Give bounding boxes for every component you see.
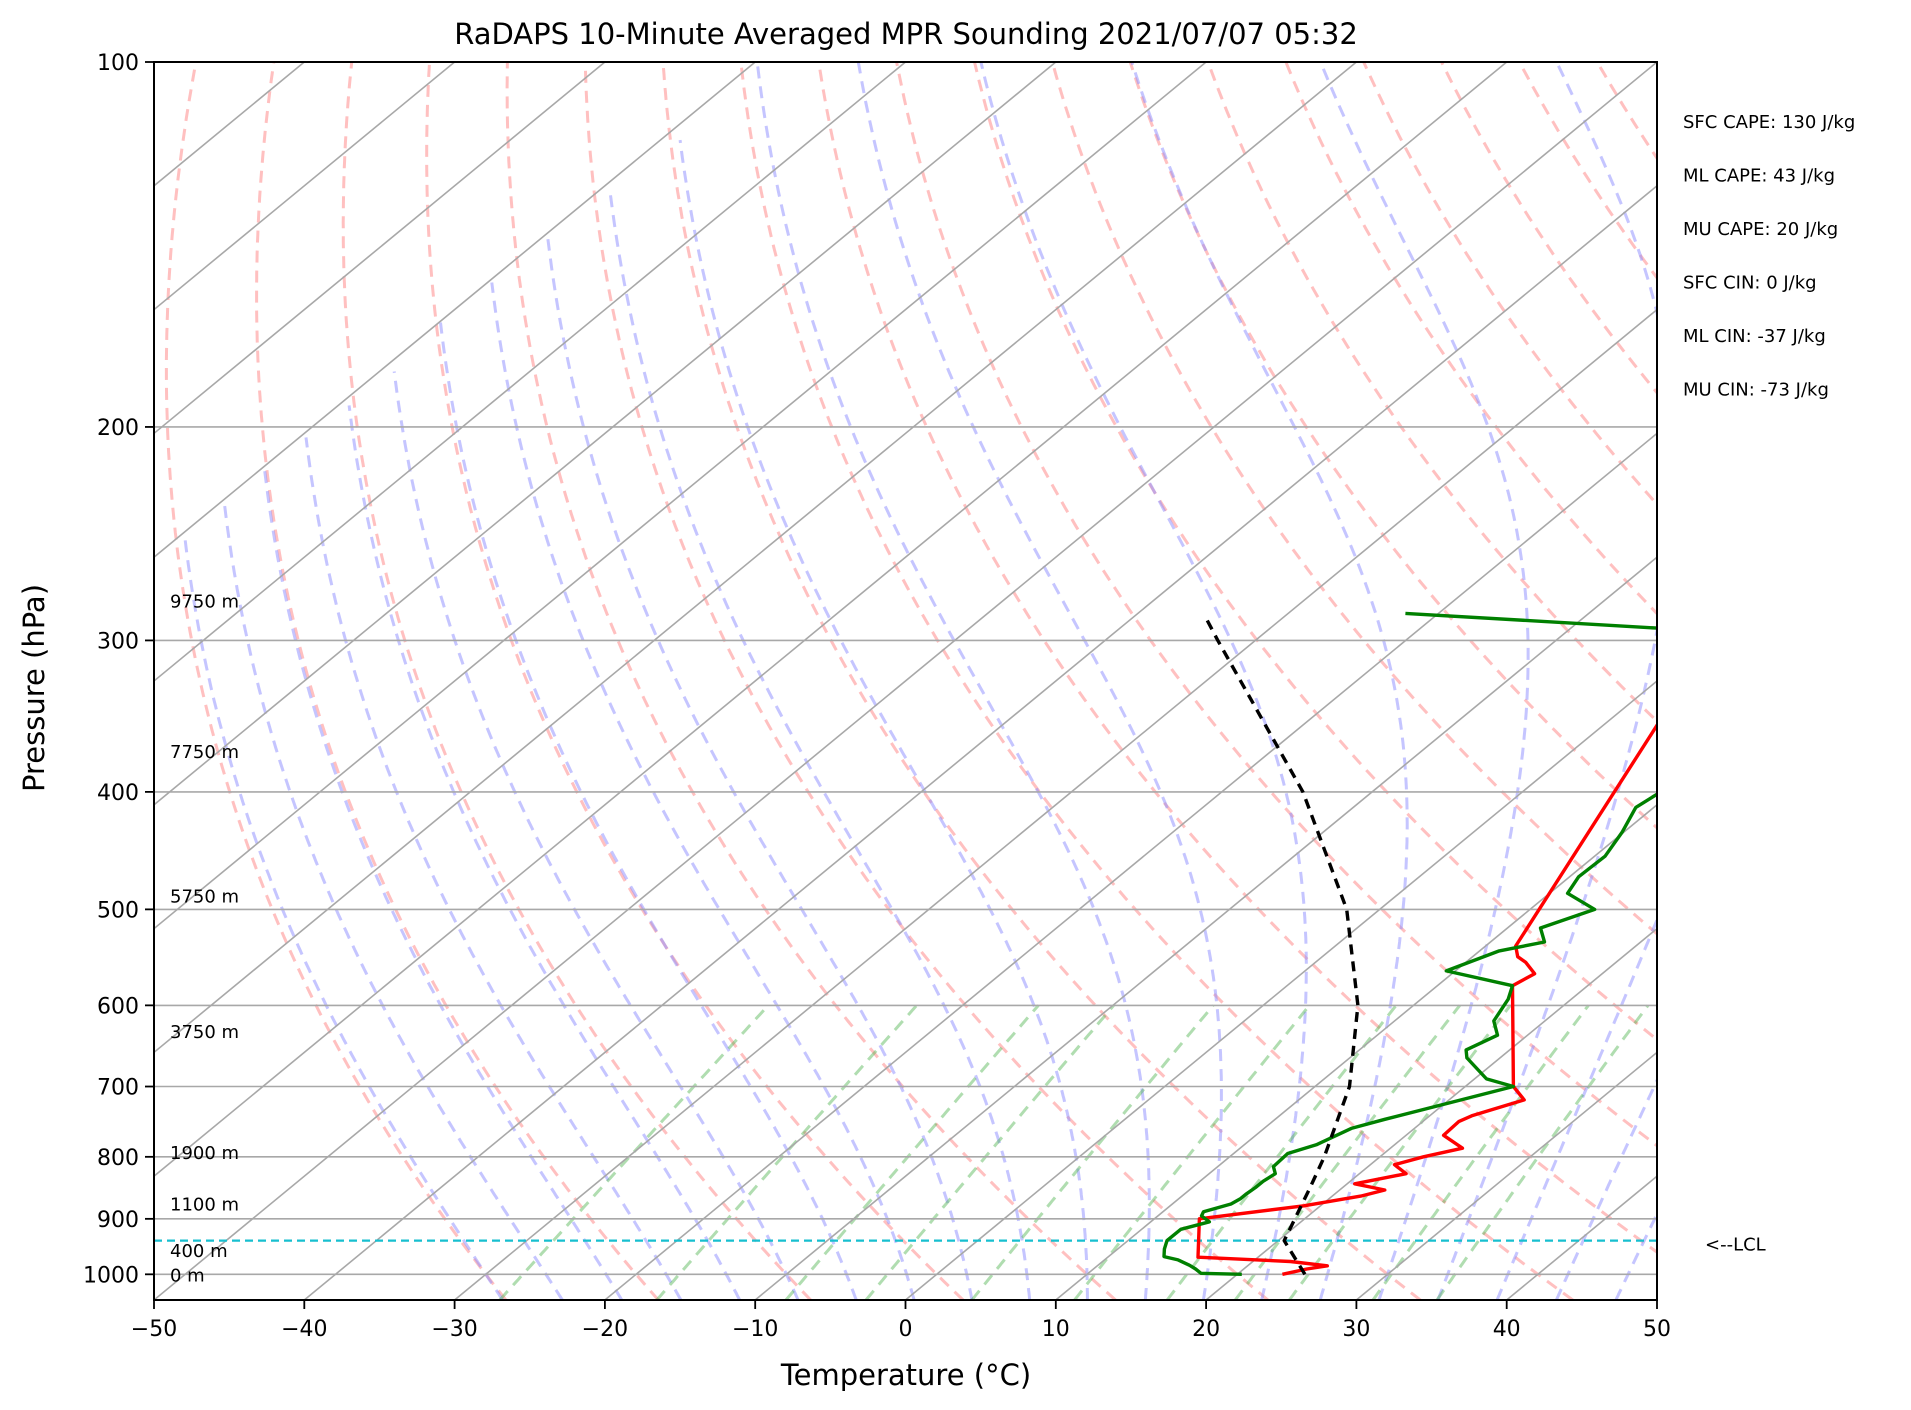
mixing-ratio-line bbox=[1235, 1005, 1460, 1300]
isotherm bbox=[1206, 62, 1911, 1300]
y-tick-label: 1000 bbox=[83, 1263, 139, 1288]
dry-adiabat bbox=[1286, 62, 1911, 1300]
height-label: 5750 m bbox=[170, 886, 239, 907]
dry-adiabat bbox=[1831, 62, 1911, 1300]
x-tick-label: 30 bbox=[1342, 1317, 1370, 1342]
moist-adiabat bbox=[1132, 62, 1407, 1300]
height-label: 400 m bbox=[170, 1241, 228, 1262]
moist-adiabat bbox=[441, 323, 857, 1301]
height-label: 1900 m bbox=[170, 1143, 239, 1164]
y-tick-label: 800 bbox=[97, 1146, 139, 1171]
x-tick-label: 0 bbox=[899, 1317, 913, 1342]
stability-index: MU CIN: -73 J/kg bbox=[1683, 380, 1829, 401]
height-label: 7750 m bbox=[170, 742, 239, 763]
stability-index: SFC CIN: 0 J/kg bbox=[1683, 273, 1817, 294]
y-tick-label: 300 bbox=[97, 629, 139, 654]
moist-adiabat bbox=[1556, 62, 1911, 1300]
dry-adiabat bbox=[975, 62, 1911, 1300]
y-tick-label: 500 bbox=[97, 898, 139, 923]
dry-adiabat bbox=[1753, 62, 1911, 1300]
x-tick-label: −40 bbox=[281, 1317, 327, 1342]
y-tick-label: 400 bbox=[97, 781, 139, 806]
dry-adiabat bbox=[1597, 62, 1911, 1300]
stability-index: MU CAPE: 20 J/kg bbox=[1683, 219, 1838, 240]
moist-adiabat bbox=[264, 468, 622, 1301]
dry-adiabat bbox=[1519, 62, 1911, 1300]
dry-adiabat bbox=[819, 62, 1725, 1300]
dry-adiabat bbox=[427, 62, 963, 1300]
dewpoint-profile bbox=[1164, 613, 1775, 1274]
stability-index: SFC CAPE: 130 J/kg bbox=[1683, 112, 1855, 133]
dry-adiabat bbox=[1675, 62, 1911, 1300]
dry-adiabat bbox=[1208, 62, 1911, 1300]
moist-adiabat bbox=[680, 140, 1087, 1300]
height-label: 9750 m bbox=[170, 591, 239, 612]
x-tick-label: −50 bbox=[131, 1317, 177, 1342]
isotherm bbox=[0, 62, 455, 1300]
x-tick-label: −30 bbox=[431, 1317, 477, 1342]
dry-adiabat bbox=[1442, 62, 1911, 1300]
chart-title: RaDAPS 10-Minute Averaged MPR Sounding 2… bbox=[454, 17, 1358, 51]
y-tick-label: 600 bbox=[97, 994, 139, 1019]
y-tick-label: 100 bbox=[97, 51, 139, 76]
moist-adiabat bbox=[1616, 62, 1911, 1300]
moist-adiabat bbox=[1321, 62, 1529, 1300]
dry-adiabat bbox=[507, 62, 1115, 1300]
lcl-label: <--LCL bbox=[1705, 1235, 1766, 1256]
isotherm bbox=[0, 62, 1206, 1300]
stability-index: ML CIN: -37 J/kg bbox=[1683, 326, 1826, 347]
dry-adiabat bbox=[343, 62, 811, 1300]
x-tick-label: 10 bbox=[1042, 1317, 1070, 1342]
x-tick-label: 50 bbox=[1643, 1317, 1671, 1342]
moist-adiabat bbox=[306, 437, 681, 1300]
stability-index: ML CAPE: 43 J/kg bbox=[1683, 166, 1835, 187]
x-tick-label: 40 bbox=[1493, 1317, 1521, 1342]
isotherm bbox=[1056, 62, 1911, 1300]
dry-adiabat bbox=[1364, 62, 1911, 1300]
x-tick-label: 20 bbox=[1192, 1317, 1220, 1342]
height-label: 3750 m bbox=[170, 1022, 239, 1043]
height-label: 0 m bbox=[170, 1265, 205, 1286]
dry-adiabat bbox=[897, 62, 1878, 1300]
dry-adiabat bbox=[741, 62, 1573, 1300]
plot-clip-group bbox=[0, 62, 1911, 1300]
x-tick-label: −10 bbox=[732, 1317, 778, 1342]
x-axis-label: Temperature (°C) bbox=[780, 1358, 1031, 1392]
x-tick-label: −20 bbox=[582, 1317, 628, 1342]
isotherm bbox=[0, 62, 906, 1300]
y-tick-label: 900 bbox=[97, 1208, 139, 1233]
plot-area: −50 −40 −30 −20 −10 0 10 20 30 40 50 100 200 300 400 50… bbox=[0, 51, 1911, 1342]
dry-adiabat bbox=[257, 62, 659, 1300]
dry-adiabat bbox=[663, 62, 1420, 1300]
isotherm bbox=[605, 62, 1911, 1300]
isotherm bbox=[1657, 62, 1911, 1300]
isotherm bbox=[455, 62, 1911, 1300]
height-label: 1100 m bbox=[170, 1194, 239, 1215]
y-tick-label: 200 bbox=[97, 416, 139, 441]
moist-adiabat bbox=[757, 62, 1149, 1300]
y-tick-label: 700 bbox=[97, 1076, 139, 1101]
mixing-ratio-line bbox=[1289, 1005, 1510, 1300]
y-axis-label: Pressure (hPa) bbox=[17, 584, 51, 792]
moist-adiabat bbox=[610, 192, 1030, 1300]
mixing-ratio-line bbox=[972, 1005, 1213, 1300]
mixing-ratio-line bbox=[657, 1005, 917, 1300]
